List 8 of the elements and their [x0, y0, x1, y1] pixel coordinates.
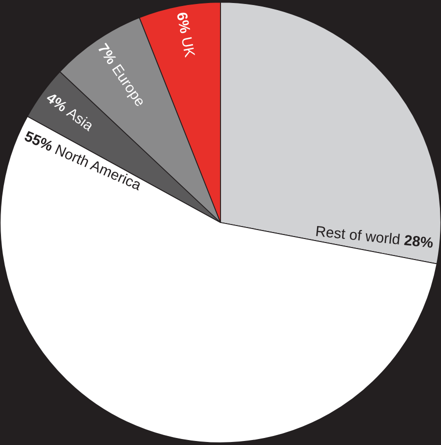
data-label: 7% — [98, 42, 118, 66]
data-label: 28% — [404, 234, 434, 248]
data-label: 55% — [24, 130, 54, 152]
slice-label: Rest of world — [316, 225, 400, 245]
slice-label: UK — [182, 37, 196, 58]
slice-label: Asia — [66, 106, 95, 132]
data-label: 4% — [46, 92, 68, 112]
data-label: 6% — [176, 12, 191, 34]
